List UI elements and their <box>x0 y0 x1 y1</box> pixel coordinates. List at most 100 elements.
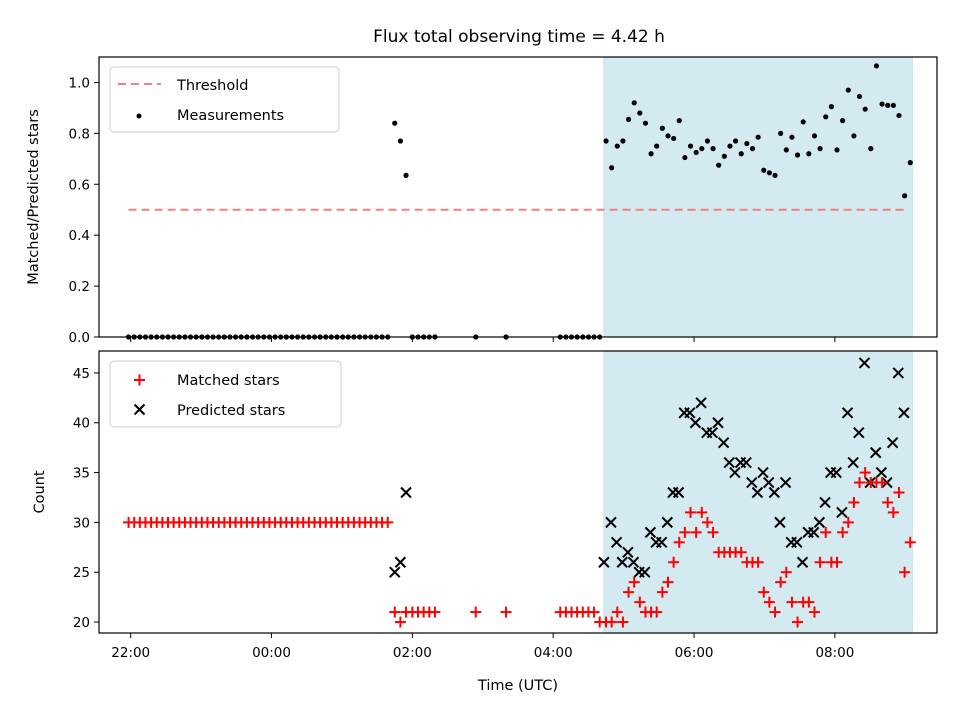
top-legend: Threshold Measurements <box>109 66 340 133</box>
y-tick-label: 30 <box>73 515 90 531</box>
measurement-point <box>873 63 880 69</box>
predicted-star-point <box>791 536 803 549</box>
measurement-point <box>772 172 778 178</box>
predicted-star-point <box>841 407 854 419</box>
matched-star-point <box>382 516 394 528</box>
measurement-point <box>806 151 812 157</box>
y-tick-label: 40 <box>73 416 90 432</box>
predicted-star-point <box>598 556 610 568</box>
matched-star-point <box>803 596 815 608</box>
measurement-point <box>794 152 801 158</box>
top-panel: Flux total observing time = 4.42 h 0.00.… <box>26 27 938 346</box>
x-tick-label: 00:00 <box>252 645 291 661</box>
matched-star-point <box>611 606 623 618</box>
measurement-point <box>609 165 615 171</box>
measurement-point <box>738 151 744 157</box>
predicted-star-point <box>875 466 888 479</box>
matched-star-point <box>429 606 441 618</box>
matched-star-point <box>685 506 697 518</box>
measurement-point <box>761 167 767 173</box>
measurement-point <box>637 110 643 116</box>
measurement-point <box>811 133 818 139</box>
predicted-star-point <box>870 446 882 459</box>
predicted-star-point <box>610 536 623 549</box>
predicted-star-point <box>847 456 859 469</box>
measurement-point <box>845 87 851 93</box>
matched-star-point <box>634 596 646 608</box>
predicted-star-point <box>768 486 781 499</box>
predicted-star-point <box>627 556 640 568</box>
top-y-axis-label: Matched/Predicted stars <box>26 109 42 285</box>
measurement-point <box>856 93 863 100</box>
matched-star-point <box>763 596 775 608</box>
measurement-point <box>789 134 795 140</box>
matched-star-point <box>758 586 770 598</box>
predicted-star-point <box>779 476 792 489</box>
matched-star-point <box>837 526 849 538</box>
y-tick-label: 0.0 <box>69 330 90 346</box>
matched-star-point <box>899 566 911 578</box>
x-tick-label: 08:00 <box>815 645 854 661</box>
predicted-star-point <box>898 407 910 419</box>
top-highlight-span <box>603 56 913 338</box>
predicted-star-point <box>639 566 651 578</box>
y-tick-label: 45 <box>73 366 90 382</box>
y-tick-label: 0.4 <box>69 228 90 244</box>
x-tick-label: 04:00 <box>534 645 573 661</box>
measurement-point <box>671 135 677 142</box>
predicted-star-point <box>644 526 657 539</box>
measurement-point <box>403 172 409 178</box>
y-tick-label: 20 <box>73 615 90 631</box>
measurement-point <box>755 134 761 140</box>
predicted-star-point <box>757 466 769 479</box>
measurement-point <box>392 120 398 126</box>
top-legend-box <box>109 66 340 133</box>
matched-star-point <box>876 477 888 489</box>
measurement-point <box>614 143 620 149</box>
bottom-y-axis-label: Count <box>32 470 48 513</box>
matched-star-point <box>882 496 894 508</box>
matched-star-point <box>859 467 871 479</box>
measurement-point <box>896 112 902 119</box>
matched-star-point <box>854 477 866 489</box>
measurement-point <box>868 146 874 152</box>
measurement-point <box>659 125 665 131</box>
matched-star-point <box>500 606 512 618</box>
predicted-star-point <box>616 556 628 568</box>
measurement-point <box>902 193 908 199</box>
measurement-point <box>693 149 699 156</box>
predicted-star-point <box>723 456 735 469</box>
measurement-point <box>727 143 733 149</box>
predicted-star-point <box>400 486 412 499</box>
legend-measurements-swatch <box>136 113 142 119</box>
matched-star-point <box>588 606 600 618</box>
matched-star-point <box>656 586 668 598</box>
measurement-point <box>721 153 727 159</box>
measurement-point <box>800 119 806 125</box>
y-tick-label: 0.2 <box>69 279 90 295</box>
matched-star-point <box>786 596 798 608</box>
matched-star-point <box>848 496 860 508</box>
x-axis-label: Time (UTC) <box>477 678 558 694</box>
measurement-point <box>699 146 705 152</box>
y-tick-label: 0.8 <box>69 126 90 142</box>
matched-star-point <box>780 566 792 578</box>
bottom-legend-box <box>109 360 342 428</box>
measurement-point <box>828 104 834 110</box>
matched-star-point <box>628 576 640 588</box>
predicted-star-point <box>689 417 702 429</box>
matched-star-point <box>701 516 713 528</box>
measurement-point <box>840 118 846 124</box>
bottom-panel: 20 25 30 35 40 45 22:00 00:00 02:00 04:00 06:00 08… <box>32 350 938 694</box>
measurement-point <box>732 138 739 144</box>
predicted-star-point <box>819 496 831 509</box>
matched-star-point <box>814 556 826 568</box>
matched-star-point <box>696 506 708 518</box>
measurement-point <box>885 102 891 108</box>
matched-star-point <box>775 576 787 588</box>
x-tick-label: 02:00 <box>393 645 432 661</box>
matched-star-point <box>668 556 680 568</box>
predicted-star-point <box>712 417 724 429</box>
measurement-point <box>823 114 829 120</box>
